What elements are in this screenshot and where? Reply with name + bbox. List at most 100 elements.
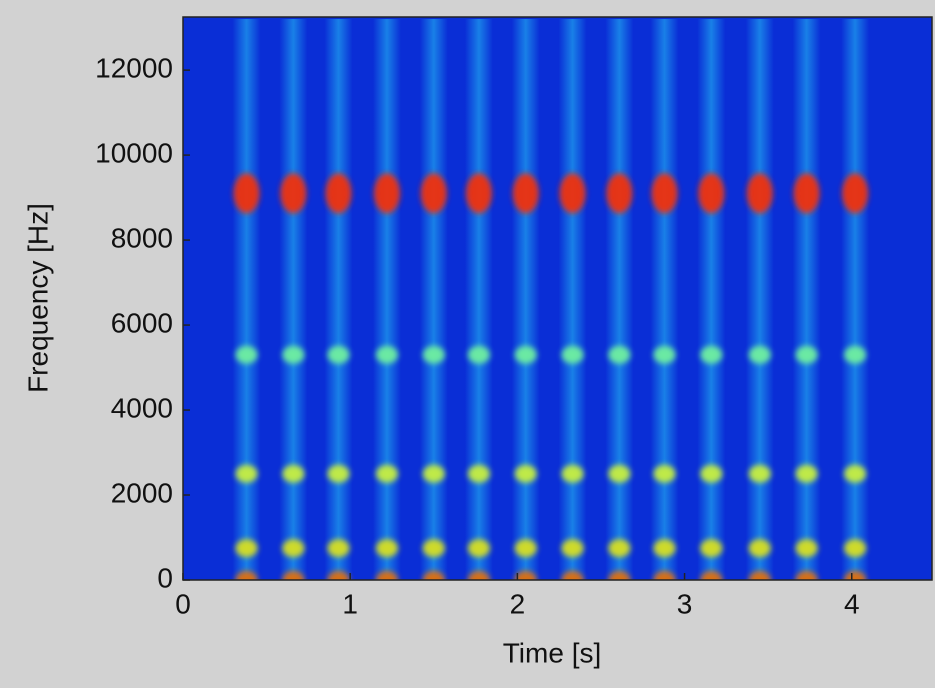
harmonic-blob — [700, 464, 723, 483]
y-tick-label: 0 — [157, 562, 173, 593]
harmonic-blob — [373, 173, 400, 214]
pulse-column — [279, 19, 308, 580]
harmonic-blob — [514, 345, 537, 364]
harmonic-blob — [748, 571, 771, 580]
harmonic-blob — [844, 571, 867, 580]
harmonic-blob — [422, 464, 445, 483]
harmonic-blob — [653, 571, 676, 580]
harmonic-blob — [327, 345, 350, 364]
harmonic-blob — [700, 345, 723, 364]
pulse-column — [324, 19, 353, 580]
harmonic-blob — [422, 345, 445, 364]
harmonic-blob — [514, 539, 537, 558]
harmonic-blob — [327, 539, 350, 558]
harmonic-blob — [561, 571, 584, 580]
harmonic-blob — [282, 539, 305, 558]
harmonic-blob — [608, 571, 631, 580]
harmonic-blob — [467, 464, 490, 483]
pulse-column — [511, 19, 540, 580]
harmonic-blob — [514, 571, 537, 580]
harmonic-blob — [795, 464, 818, 483]
harmonic-blob — [795, 539, 818, 558]
pulse-column — [372, 19, 401, 580]
harmonic-blob — [698, 173, 725, 214]
harmonic-blob — [606, 173, 633, 214]
pulse-column — [745, 19, 774, 580]
harmonic-blob — [795, 345, 818, 364]
harmonic-blob — [608, 464, 631, 483]
pulse-column — [792, 19, 821, 580]
harmonic-blob — [235, 571, 258, 580]
harmonic-blob — [700, 539, 723, 558]
harmonic-blob — [375, 345, 398, 364]
harmonic-blob — [327, 571, 350, 580]
harmonic-blob — [844, 464, 867, 483]
pulse-column — [650, 19, 679, 580]
harmonic-blob — [235, 464, 258, 483]
harmonic-blob — [748, 539, 771, 558]
x-tick-label: 1 — [342, 588, 358, 619]
harmonic-blob — [842, 173, 869, 214]
harmonic-blob — [422, 539, 445, 558]
harmonic-blob — [235, 539, 258, 558]
harmonic-blob — [420, 173, 447, 214]
harmonic-blob — [653, 345, 676, 364]
harmonic-blob — [327, 464, 350, 483]
x-tick-label: 2 — [510, 588, 526, 619]
harmonic-blob — [282, 345, 305, 364]
y-tick-label: 2000 — [111, 477, 173, 508]
y-tick-label: 8000 — [111, 222, 173, 253]
harmonic-blob — [793, 173, 820, 214]
plot-area — [183, 17, 932, 580]
harmonic-blob — [235, 345, 258, 364]
harmonic-blob — [844, 345, 867, 364]
harmonic-blob — [561, 345, 584, 364]
harmonic-blob — [700, 571, 723, 580]
x-axis-label: Time [s] — [503, 637, 602, 668]
harmonic-blob — [467, 345, 490, 364]
pulse-column — [558, 19, 587, 580]
harmonic-blob — [561, 539, 584, 558]
harmonic-blob — [422, 571, 445, 580]
harmonic-blob — [512, 173, 539, 214]
harmonic-blob — [465, 173, 492, 214]
harmonic-blob — [746, 173, 773, 214]
harmonic-blob — [651, 173, 678, 214]
harmonic-blob — [280, 173, 307, 214]
harmonic-blob — [467, 539, 490, 558]
x-tick-label: 0 — [175, 588, 191, 619]
harmonic-blob — [559, 173, 586, 214]
harmonic-blob — [375, 464, 398, 483]
pulse-column — [232, 19, 261, 580]
harmonic-blob — [608, 539, 631, 558]
harmonic-blob — [514, 464, 537, 483]
harmonic-blob — [748, 464, 771, 483]
harmonic-blob — [325, 173, 352, 214]
harmonic-blob — [467, 571, 490, 580]
axes: 0 2000 4000 6000 8000 10000 12000 0 1 2 3 4 — [95, 16, 933, 619]
harmonic-blob — [375, 539, 398, 558]
y-tick-label: 6000 — [111, 307, 173, 338]
harmonic-blob — [795, 571, 818, 580]
pulse-column — [464, 19, 493, 580]
harmonic-blob — [282, 571, 305, 580]
harmonic-blob — [653, 464, 676, 483]
x-tick-label: 4 — [844, 588, 860, 619]
x-tick-label: 3 — [677, 588, 693, 619]
pulse-column — [841, 19, 870, 580]
harmonic-blob — [282, 464, 305, 483]
pulse-column — [697, 19, 726, 580]
pulse-column — [605, 19, 634, 580]
harmonic-blob — [653, 539, 676, 558]
harmonic-blob — [233, 173, 260, 214]
harmonic-blob — [748, 345, 771, 364]
harmonic-blob — [608, 345, 631, 364]
y-tick-label: 4000 — [111, 392, 173, 423]
harmonic-blob — [375, 571, 398, 580]
y-tick-label: 12000 — [95, 53, 173, 84]
y-tick-label: 10000 — [95, 137, 173, 168]
plot-frame — [182, 16, 933, 581]
y-axis-label: Frequency [Hz] — [22, 203, 53, 393]
pulse-column — [419, 19, 448, 580]
